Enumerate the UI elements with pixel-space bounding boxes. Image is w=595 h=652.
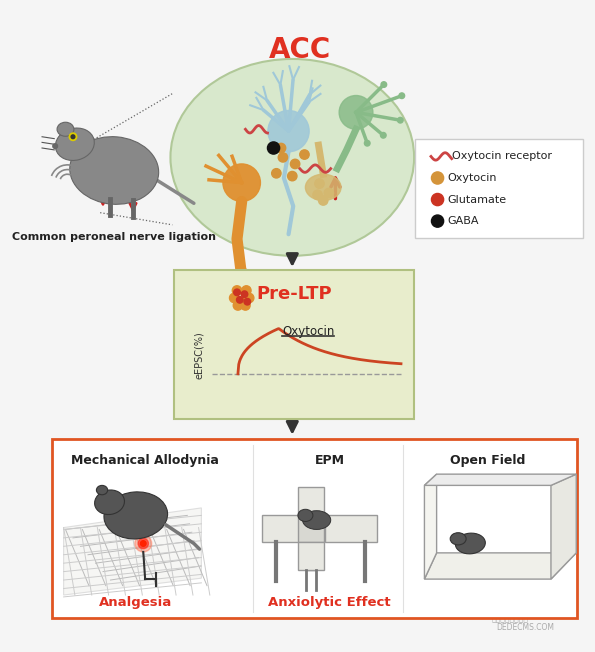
Text: Mechanical Allodynia: Mechanical Allodynia bbox=[71, 454, 219, 467]
Text: Open Field: Open Field bbox=[450, 454, 525, 467]
Circle shape bbox=[237, 297, 246, 306]
FancyBboxPatch shape bbox=[52, 439, 577, 619]
Ellipse shape bbox=[455, 533, 486, 554]
Text: EPM: EPM bbox=[315, 454, 345, 467]
Circle shape bbox=[242, 286, 251, 295]
Ellipse shape bbox=[95, 490, 124, 514]
Ellipse shape bbox=[96, 485, 108, 495]
FancyBboxPatch shape bbox=[415, 139, 583, 238]
FancyBboxPatch shape bbox=[298, 542, 324, 570]
Circle shape bbox=[324, 188, 334, 198]
Circle shape bbox=[315, 179, 324, 188]
Text: Oxytocin receptor: Oxytocin receptor bbox=[452, 151, 552, 162]
Text: Glutamate: Glutamate bbox=[448, 194, 507, 205]
Polygon shape bbox=[64, 508, 201, 595]
Ellipse shape bbox=[305, 174, 341, 200]
Circle shape bbox=[272, 169, 281, 178]
FancyBboxPatch shape bbox=[262, 515, 314, 542]
Circle shape bbox=[339, 96, 373, 129]
Text: Common peroneal nerve ligation: Common peroneal nerve ligation bbox=[12, 232, 216, 243]
Circle shape bbox=[140, 541, 146, 546]
Ellipse shape bbox=[104, 492, 168, 539]
Circle shape bbox=[223, 164, 261, 201]
Circle shape bbox=[267, 142, 280, 154]
Circle shape bbox=[278, 153, 287, 162]
Circle shape bbox=[399, 93, 405, 98]
Circle shape bbox=[69, 133, 77, 140]
Circle shape bbox=[380, 132, 386, 138]
Circle shape bbox=[397, 117, 403, 123]
Circle shape bbox=[381, 82, 387, 87]
Circle shape bbox=[232, 286, 242, 295]
Circle shape bbox=[290, 159, 300, 169]
Circle shape bbox=[244, 299, 250, 305]
FancyBboxPatch shape bbox=[325, 515, 377, 542]
Ellipse shape bbox=[303, 511, 331, 529]
Circle shape bbox=[318, 196, 328, 205]
FancyBboxPatch shape bbox=[298, 487, 324, 517]
Text: DEDECMS.COM: DEDECMS.COM bbox=[497, 623, 555, 632]
Circle shape bbox=[313, 190, 322, 200]
Ellipse shape bbox=[450, 533, 466, 545]
Circle shape bbox=[234, 289, 240, 295]
Ellipse shape bbox=[70, 137, 159, 204]
Circle shape bbox=[287, 171, 297, 181]
Polygon shape bbox=[424, 553, 576, 579]
Text: Analgesia: Analgesia bbox=[99, 596, 173, 609]
Text: GABA: GABA bbox=[448, 216, 480, 226]
Polygon shape bbox=[424, 474, 437, 579]
Circle shape bbox=[431, 172, 444, 184]
Text: 织梦内容管理系统: 织梦内容管理系统 bbox=[492, 615, 529, 624]
FancyBboxPatch shape bbox=[174, 270, 414, 419]
Circle shape bbox=[237, 297, 243, 303]
Ellipse shape bbox=[170, 59, 414, 256]
Circle shape bbox=[245, 293, 254, 303]
Ellipse shape bbox=[55, 128, 95, 160]
Text: eEPSC(%): eEPSC(%) bbox=[193, 331, 203, 379]
Text: Oxytocin: Oxytocin bbox=[448, 173, 497, 183]
Circle shape bbox=[233, 301, 243, 310]
Text: Anxiolytic Effect: Anxiolytic Effect bbox=[268, 596, 391, 609]
Circle shape bbox=[431, 215, 444, 227]
Circle shape bbox=[71, 135, 75, 139]
Circle shape bbox=[135, 535, 152, 552]
Text: Pre-LTP: Pre-LTP bbox=[256, 285, 332, 303]
Circle shape bbox=[431, 194, 444, 205]
Circle shape bbox=[241, 301, 250, 310]
Circle shape bbox=[241, 291, 248, 297]
Circle shape bbox=[364, 140, 370, 146]
Polygon shape bbox=[551, 474, 576, 579]
Text: ACC: ACC bbox=[269, 36, 331, 63]
Circle shape bbox=[138, 539, 148, 548]
Circle shape bbox=[230, 293, 239, 303]
Circle shape bbox=[53, 144, 58, 149]
FancyBboxPatch shape bbox=[298, 515, 324, 542]
Ellipse shape bbox=[57, 122, 74, 136]
Circle shape bbox=[276, 143, 286, 153]
Polygon shape bbox=[424, 474, 576, 485]
Circle shape bbox=[300, 150, 309, 159]
Ellipse shape bbox=[298, 509, 313, 522]
Circle shape bbox=[268, 111, 309, 152]
Text: Oxytocin: Oxytocin bbox=[282, 325, 334, 338]
